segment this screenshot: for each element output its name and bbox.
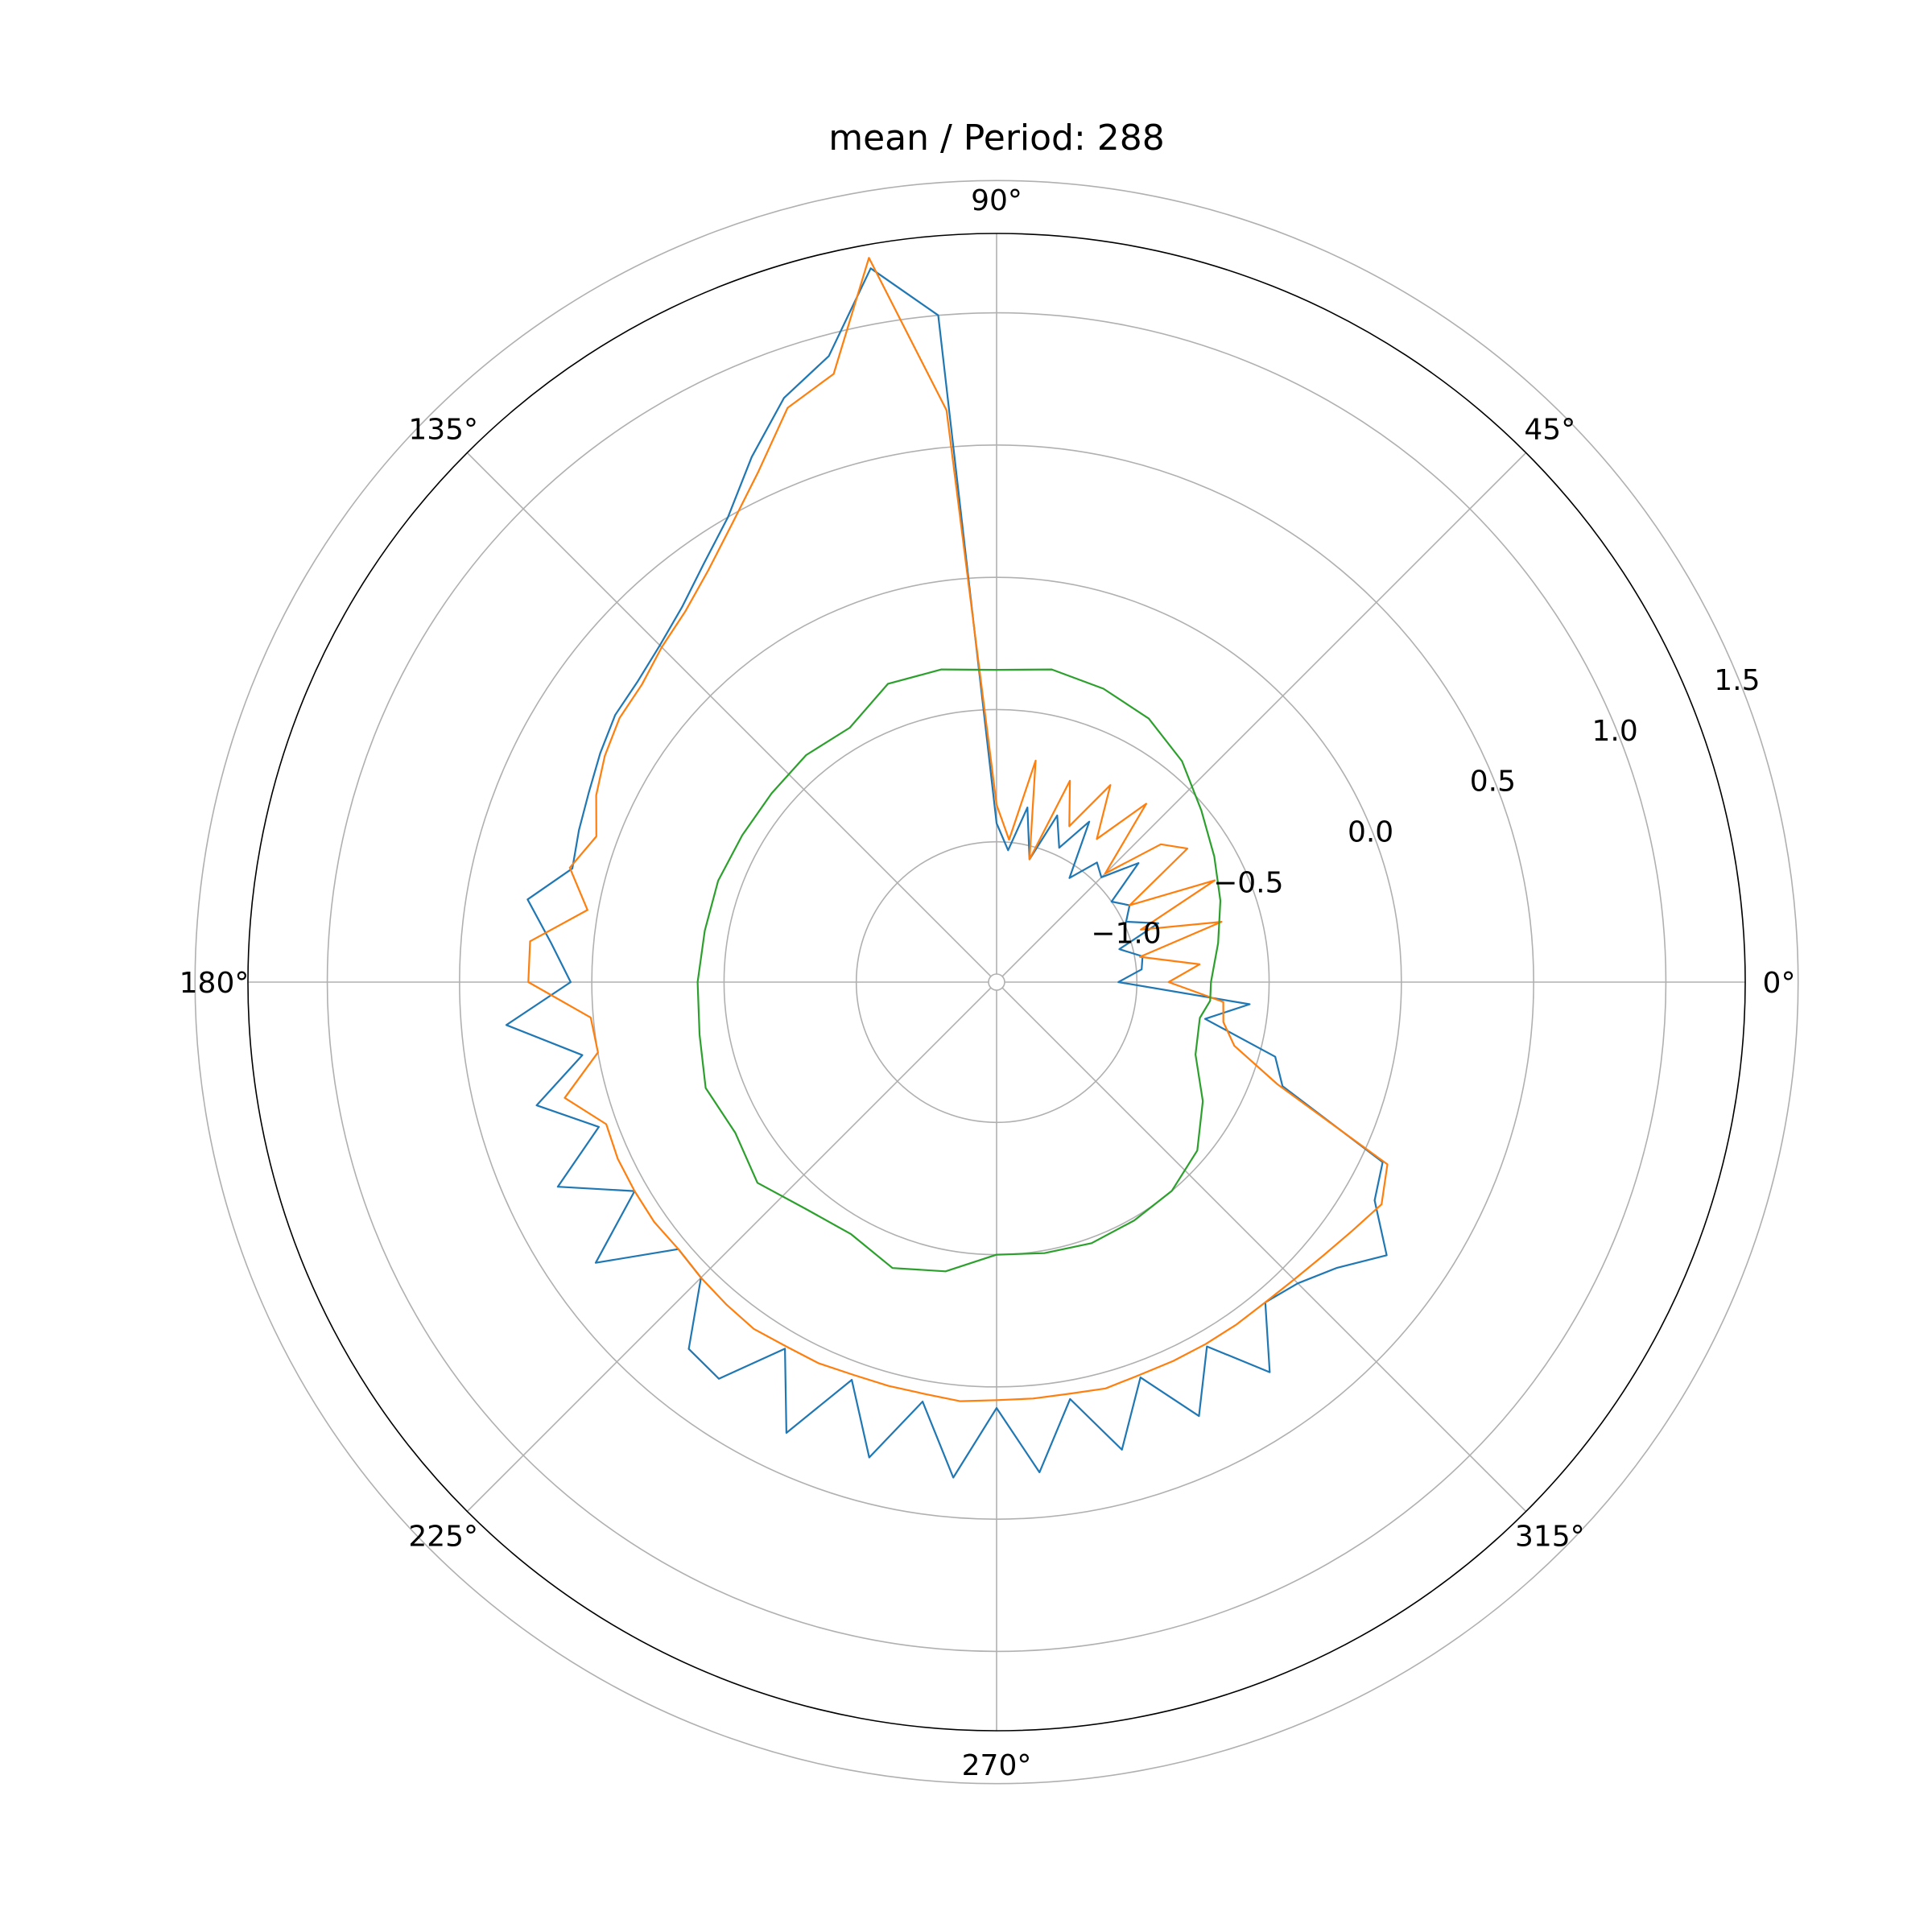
r-tick-label: −1.0: [1091, 917, 1161, 950]
series-line-2: [527, 257, 1389, 1402]
series-lines: [505, 257, 1389, 1479]
series-line-1: [505, 267, 1388, 1479]
theta-gridline: [1001, 987, 1527, 1513]
chart-title: mean / Period: 288: [828, 118, 1165, 159]
r-tick-label: −0.5: [1213, 866, 1283, 899]
theta-tick-label: 45°: [1524, 414, 1575, 447]
theta-tick-label: 225°: [408, 1520, 478, 1553]
origin-gridline: [988, 973, 1005, 991]
r-tick-label: 1.0: [1592, 715, 1638, 748]
r-tick-label: 0.5: [1470, 766, 1516, 799]
r-gridline: [459, 444, 1534, 1520]
series-line-3: [696, 668, 1222, 1273]
theta-tick-label: 180°: [180, 967, 250, 1000]
r-gridline: [591, 576, 1402, 1388]
theta-gridline: [466, 987, 992, 1513]
theta-gridline: [466, 452, 992, 977]
theta-tick-label: 270°: [962, 1749, 1032, 1782]
theta-tick-label: 90°: [971, 184, 1022, 217]
r-tick-label: 0.0: [1348, 816, 1393, 849]
tick-labels: 0° 45° 90° 135° 180° 225° 270° 315° −1.0 −0.5 0.0 0…: [180, 184, 1796, 1782]
theta-tick-label: 0°: [1763, 967, 1796, 1000]
r-gridline: [194, 180, 1799, 1785]
theta-tick-label: 135°: [408, 414, 478, 447]
polar-grid: [194, 180, 1799, 1785]
theta-tick-label: 315°: [1515, 1520, 1585, 1553]
r-gridline: [855, 840, 1138, 1124]
polar-spine: [247, 233, 1746, 1732]
r-gridline: [326, 312, 1667, 1653]
theta-gridline: [1001, 452, 1527, 977]
r-tick-label: 1.5: [1714, 664, 1760, 697]
